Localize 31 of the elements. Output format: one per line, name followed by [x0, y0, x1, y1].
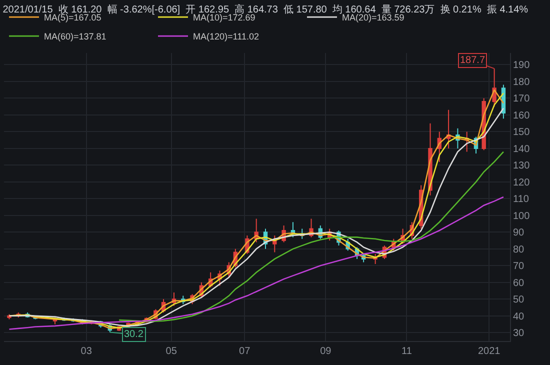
legend-label: MA(60)=137.81 — [44, 32, 106, 42]
legend-label: MA(10)=172.69 — [193, 12, 256, 23]
x-tick-label: 09 — [320, 346, 332, 357]
y-tick-label: 120 — [513, 177, 530, 188]
y-tick-label: 70 — [513, 261, 525, 272]
x-tick-label: 11 — [402, 346, 412, 357]
legend-label: MA(20)=163.59 — [342, 12, 404, 23]
y-tick-label: 190 — [513, 60, 530, 72]
y-tick-label: 90 — [513, 228, 525, 239]
y-tick-label: 40 — [513, 311, 525, 322]
annotation: 30.2 — [124, 329, 144, 340]
x-tick-label: 05 — [166, 346, 178, 357]
y-tick-label: 170 — [513, 94, 530, 105]
y-tick-label: 150 — [513, 127, 530, 138]
y-tick-label: 80 — [513, 244, 525, 256]
y-tick-label: 60 — [513, 278, 525, 289]
x-tick-label: 03 — [80, 346, 92, 357]
y-tick-label: 110 — [513, 194, 530, 206]
x-tick-label: 07 — [239, 346, 251, 357]
legend-label: MA(120)=111.02 — [193, 32, 259, 42]
legend-label: MA(5)=167.05 — [44, 12, 102, 23]
x-tick-label: 2021 — [478, 346, 501, 357]
y-tick-label: 160 — [513, 110, 530, 122]
y-tick-label: 140 — [513, 144, 530, 155]
y-tick-label: 180 — [513, 76, 530, 88]
y-tick-label: 100 — [513, 210, 530, 222]
annotation: 187.7 — [460, 55, 486, 66]
y-tick-label: 30 — [513, 328, 525, 340]
y-tick-label: 50 — [513, 294, 525, 306]
y-tick-label: 130 — [513, 160, 530, 172]
chart-title: 2021/01/15 收 161.20 幅 -3.62%[-6.06] 开 162.95 高 164.73 低 157.80 均 160.64 量 726.23万 换 0.21% 振 4.14% — [2, 3, 528, 16]
